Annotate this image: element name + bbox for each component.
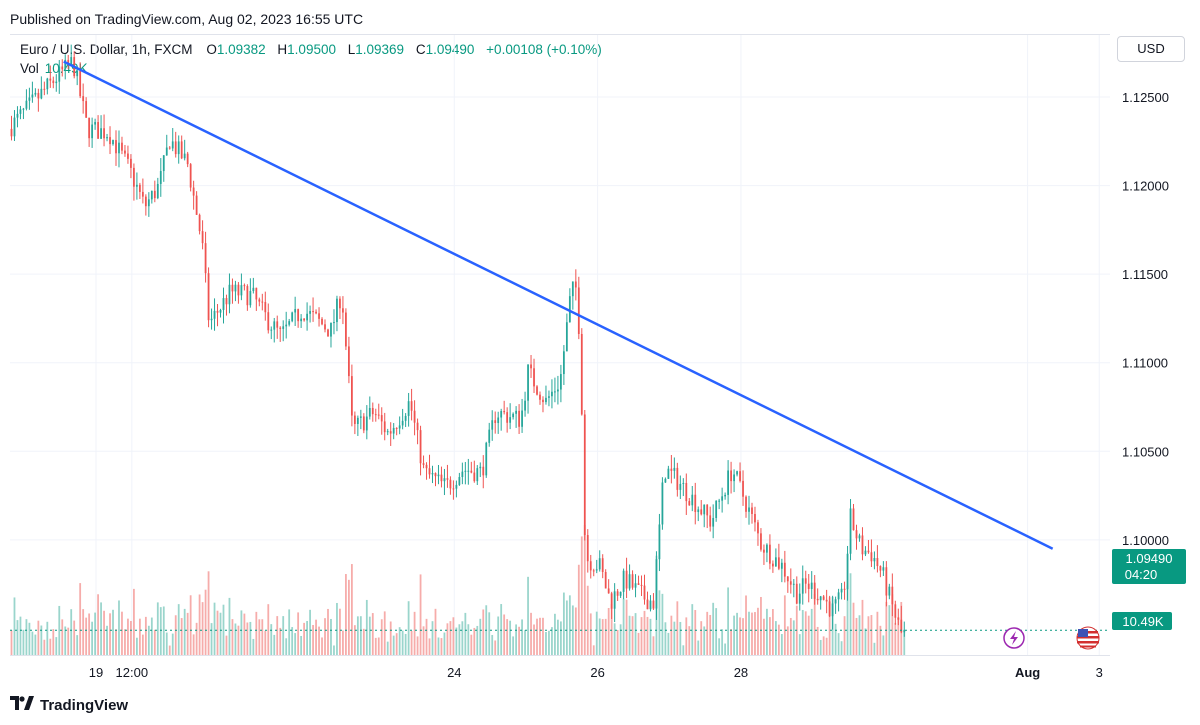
price-tick-label: 1.10500 xyxy=(1122,444,1169,459)
close-value: 1.09490 xyxy=(425,42,475,57)
volume-badge: 10.49K xyxy=(1112,612,1172,630)
time-tick-label: 12:00 xyxy=(116,665,149,680)
publish-line: Published on TradingView.com, Aug 02, 20… xyxy=(10,11,364,27)
close-label: C xyxy=(415,42,426,57)
time-axis[interactable]: 19 12:00 24 26 28 Aug 3 xyxy=(89,665,1103,680)
chart-frame xyxy=(10,34,1110,656)
tradingview-logo-icon xyxy=(10,696,34,715)
last-price-badge: 1.09490 04:20 xyxy=(1112,549,1186,584)
price-tick-label: 1.11000 xyxy=(1122,356,1168,371)
change-value: +0.00108 (+0.10%) xyxy=(486,42,602,57)
price-tick-label: 1.10000 xyxy=(1122,533,1169,548)
low-label: L xyxy=(347,42,356,57)
volume-badge-value: 10.49K xyxy=(1122,614,1164,629)
countdown-value: 04:20 xyxy=(1125,567,1158,582)
low-value: 1.09369 xyxy=(355,42,405,57)
price-axis[interactable]: 1.12500 1.12000 1.11500 1.11000 1.10500 1.100… xyxy=(1122,90,1169,548)
price-tick-label: 1.12500 xyxy=(1122,90,1169,105)
volume-value: 10.49K xyxy=(44,61,88,76)
symbol-title[interactable]: Euro / U.S. Dollar, 1h, FXCM xyxy=(20,42,193,57)
open-label: O xyxy=(206,42,217,57)
time-tick-label: 19 xyxy=(89,665,103,680)
time-tick-label: 3 xyxy=(1096,665,1103,680)
footer-brand[interactable]: TradingView xyxy=(10,696,128,715)
price-tick-label: 1.12000 xyxy=(1122,179,1169,194)
high-label: H xyxy=(277,42,288,57)
time-tick-label: 26 xyxy=(590,665,604,680)
last-price-value: 1.09490 xyxy=(1126,551,1173,566)
volume-legend: Vol 10.49K xyxy=(20,61,88,76)
footer-brand-label: TradingView xyxy=(40,697,129,714)
time-tick-label: 28 xyxy=(734,665,748,680)
time-tick-label: Aug xyxy=(1015,665,1040,680)
symbol-legend: Euro / U.S. Dollar, 1h, FXCM O1.09382 H1… xyxy=(20,42,610,57)
open-value: 1.09382 xyxy=(216,42,266,57)
volume-label: Vol xyxy=(20,61,39,76)
high-value: 1.09500 xyxy=(287,42,336,57)
time-tick-label: 24 xyxy=(447,665,461,680)
price-tick-label: 1.11500 xyxy=(1122,267,1168,282)
currency-button[interactable]: USD xyxy=(1117,36,1185,62)
